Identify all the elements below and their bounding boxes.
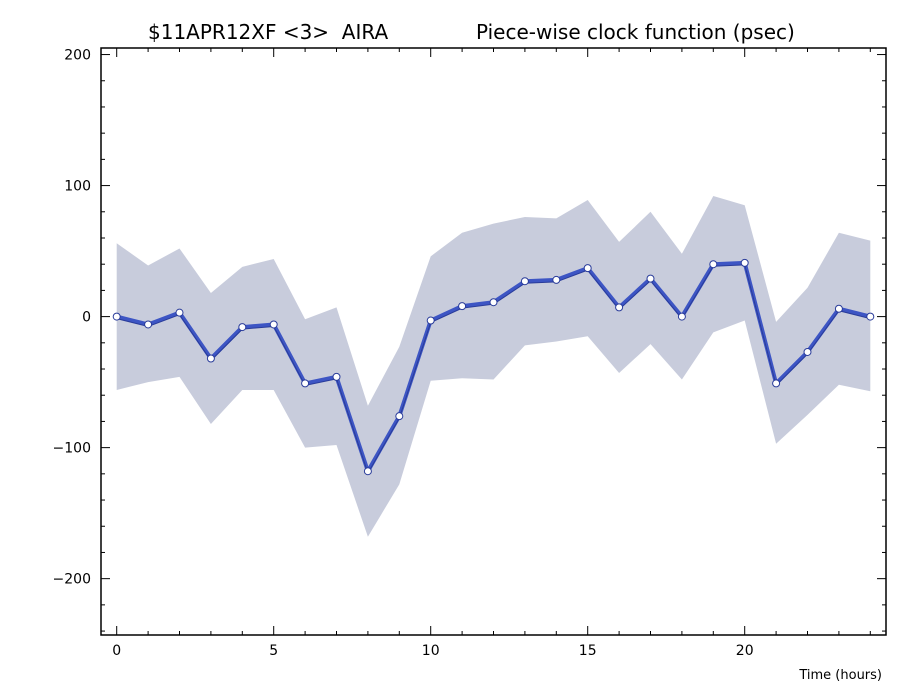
y-tick-label: −100 bbox=[53, 441, 91, 457]
x-tick-label: 5 bbox=[269, 643, 278, 659]
y-tick-label: 200 bbox=[64, 48, 91, 64]
y-tick-labels: −200 −100 0 100 200 bbox=[53, 48, 91, 588]
data-point bbox=[395, 412, 404, 421]
data-point bbox=[144, 320, 153, 329]
data-point-layer bbox=[112, 258, 875, 476]
uncertainty-band bbox=[116, 196, 871, 537]
data-point bbox=[520, 277, 529, 286]
data-point bbox=[206, 354, 215, 363]
data-point bbox=[803, 347, 812, 356]
y-tick-label: −200 bbox=[53, 572, 91, 588]
data-point bbox=[834, 304, 843, 313]
data-point bbox=[646, 274, 655, 283]
x-tick-label: 20 bbox=[736, 643, 754, 659]
x-tick-label: 10 bbox=[422, 643, 440, 659]
data-point bbox=[489, 298, 498, 307]
data-point bbox=[772, 379, 781, 388]
chart-title-left: $11APR12XF <3> AIRA bbox=[148, 20, 388, 44]
axis-ticks bbox=[101, 48, 886, 635]
data-point bbox=[458, 302, 467, 311]
data-point bbox=[301, 379, 310, 388]
x-tick-label: 0 bbox=[112, 643, 121, 659]
data-point bbox=[363, 467, 372, 476]
data-point bbox=[740, 258, 749, 267]
y-tick-label: 0 bbox=[82, 310, 91, 326]
x-tick-label: 15 bbox=[579, 643, 597, 659]
x-tick-labels: 0 5 10 15 20 bbox=[112, 643, 753, 659]
data-point bbox=[426, 316, 435, 325]
y-tick-label: 100 bbox=[64, 179, 91, 195]
data-point bbox=[175, 308, 184, 317]
data-point bbox=[552, 275, 561, 284]
data-point bbox=[677, 312, 686, 321]
data-point bbox=[709, 260, 718, 269]
data-point bbox=[238, 323, 247, 332]
data-point bbox=[866, 312, 875, 321]
data-point bbox=[615, 303, 624, 312]
data-point bbox=[112, 312, 121, 321]
x-axis-title: Time (hours) bbox=[798, 668, 882, 683]
data-point bbox=[583, 264, 592, 273]
uncertainty-band-layer bbox=[116, 196, 871, 537]
data-point bbox=[332, 372, 341, 381]
chart-title-right: Piece-wise clock function (psec) bbox=[476, 20, 795, 44]
data-point bbox=[269, 320, 278, 329]
